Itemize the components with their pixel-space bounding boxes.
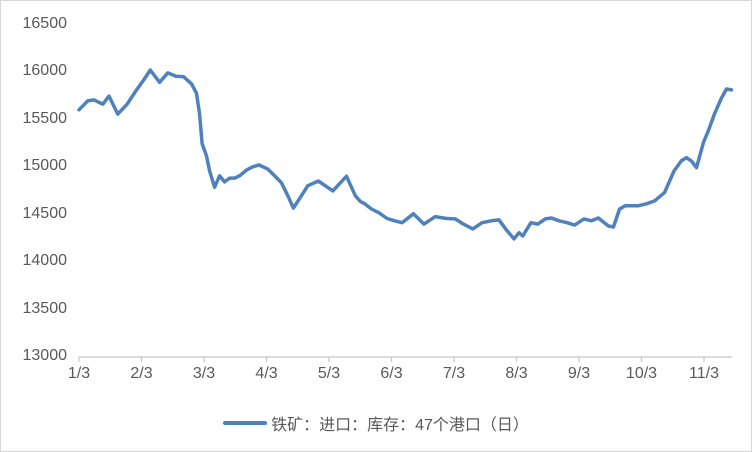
x-axis-label: 2/3 [130,365,153,382]
legend-label: 铁矿：进口：库存：47个港口（日） [271,417,529,434]
x-axis-label: 7/3 [442,365,466,382]
y-axis-label: 16000 [22,62,68,80]
y-axis-label: 16500 [22,15,68,32]
x-axis-label: 10/3 [625,365,658,382]
x-axis-label: 6/3 [380,365,403,382]
x-axis-label: 5/3 [317,365,341,382]
x-axis-label: 1/3 [67,365,91,382]
x-axis-label: 3/3 [192,365,216,382]
y-axis-label: 13500 [22,299,68,317]
legend-line-marker [223,421,268,425]
legend: 铁矿：进口：库存：47个港口（日） [1,411,751,435]
y-axis-label: 13000 [22,347,68,364]
x-axis-label: 8/3 [505,365,528,382]
y-axis-label: 14500 [22,204,68,222]
x-axis-ticks [78,357,705,362]
series-line [77,68,734,241]
y-axis-label: 15500 [22,109,68,127]
x-axis-label: 4/3 [255,365,278,382]
y-axis-label: 14000 [22,252,68,270]
x-axis-label: 9/3 [567,365,591,382]
y-axis-label: 15000 [22,157,68,175]
x-axis-label: 11/3 [689,365,719,382]
